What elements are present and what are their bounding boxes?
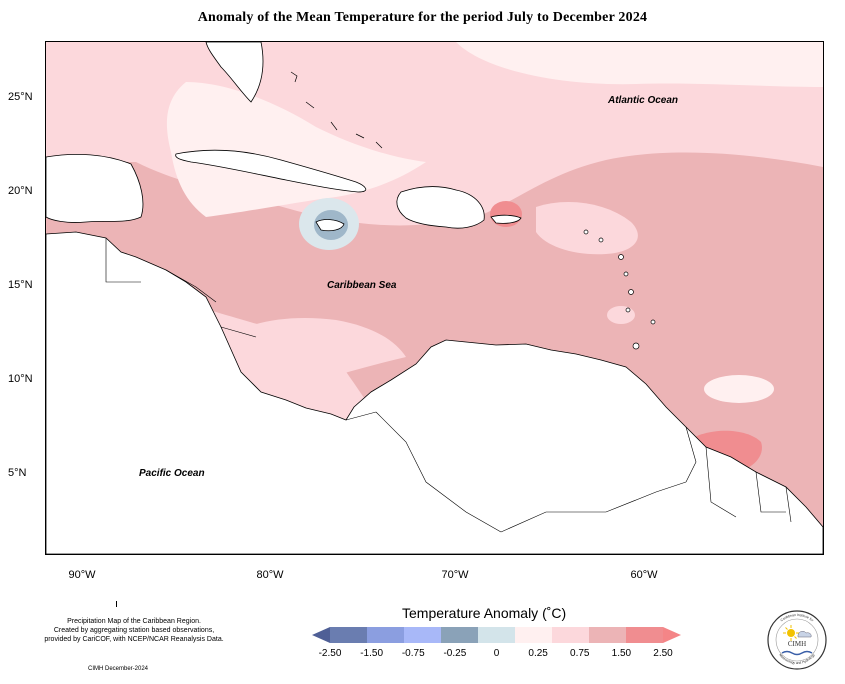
legend-bin-0 (330, 627, 367, 643)
lat-label-10n: 10°N (8, 373, 33, 385)
anomaly-zone-0-0-25-atlantic-south (704, 375, 774, 403)
anomaly-zone-0-25-0-75-colombia (216, 318, 406, 384)
legend-colorbar (312, 627, 681, 643)
lat-label-15n: 15°N (8, 279, 33, 291)
land-yucatan (46, 154, 144, 223)
credits-text: Precipitation Map of the Caribbean Regio… (14, 617, 254, 644)
anomaly-map: Atlantic Ocean Caribbean Sea Pacific Oce… (45, 41, 824, 555)
country-borders (105, 238, 792, 533)
land-cuba (175, 149, 367, 193)
land-lesser-antilles (583, 229, 656, 350)
land-jamaica (315, 219, 345, 232)
anomaly-zone-0-25-0-75-antilles (536, 202, 638, 255)
sun-icon (783, 625, 799, 641)
lon-label-70w: 70°W (441, 569, 469, 581)
lat-label-20n: 20°N (8, 185, 33, 197)
legend-bin-2 (404, 627, 441, 643)
anomaly-zone-0-0-25-northeast (456, 42, 823, 87)
lat-label-25n: 25°N (8, 91, 33, 103)
legend-bin-8 (626, 627, 663, 643)
legend-bin-5 (515, 627, 552, 643)
legend-bin-7 (589, 627, 626, 643)
credits-line-2: Created by aggregating station based obs… (53, 627, 215, 634)
lat-label-5n: 5°N (8, 467, 27, 479)
atlantic-ocean-label: Atlantic Ocean (608, 95, 679, 106)
legend-title: Temperature Anomaly (˚C) (402, 605, 567, 621)
anomaly-zone-0-0-25-cuba (166, 82, 426, 217)
legend-tick-label: 0.75 (570, 648, 590, 659)
legend-tick-label: -1.50 (360, 648, 384, 659)
land-puerto-rico (490, 214, 522, 224)
cloud-icon (797, 631, 812, 638)
logo-acronym: CIMH (788, 640, 806, 648)
map-title: Anomaly of the Mean Temperature for the … (197, 10, 648, 25)
caribbean-sea-label: Caribbean Sea (327, 280, 397, 291)
legend-tick-label: -0.25 (443, 648, 467, 659)
credits-date: CIMH December-2024 (88, 666, 149, 672)
credits-line-3: provided by CariCOF, with NCEP/NCAR Rean… (44, 636, 224, 643)
lon-label-80w: 80°W (256, 569, 284, 581)
legend-arrow-high (663, 627, 681, 643)
legend-tick-label: 0.25 (528, 648, 548, 659)
anomaly-zone-0-25-0-75-barbados (607, 306, 635, 324)
map-canvas (46, 42, 823, 554)
land-central-south-america (46, 231, 823, 554)
lon-label-60w: 60°W (630, 569, 658, 581)
legend-bin-6 (552, 627, 589, 643)
legend-tick-label: 0 (493, 648, 500, 659)
land-bahamas (290, 71, 383, 149)
legend-bin-3 (441, 627, 478, 643)
legend-tick-label: 1.50 (611, 648, 632, 659)
tick-mark (116, 601, 117, 607)
legend-arrow-low (312, 627, 330, 643)
legend-tick-label: -2.50 (318, 648, 342, 659)
wave-icon (781, 650, 813, 656)
legend-tick-label: -0.75 (401, 648, 425, 659)
credits-line-1: Precipitation Map of the Caribbean Regio… (67, 618, 201, 625)
land-hispaniola (396, 186, 485, 229)
logo-inner-ring (775, 618, 819, 662)
land-florida (205, 42, 264, 103)
pacific-ocean-label: Pacific Ocean (139, 468, 205, 479)
cimh-logo: CIMH Caribbean Institute for Meteorology… (767, 610, 827, 670)
legend-bin-1 (367, 627, 404, 643)
lon-label-90w: 90°W (68, 569, 96, 581)
legend-bin-4 (478, 627, 515, 643)
legend-tick-label: 2.50 (653, 648, 673, 659)
